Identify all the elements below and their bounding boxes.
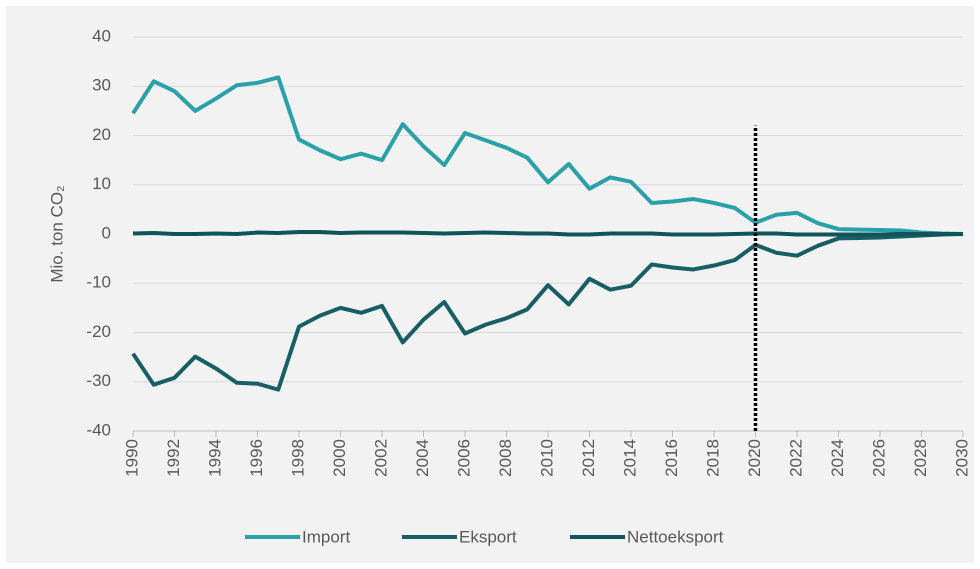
y-tick-label: 30 [92,76,111,95]
x-tick-label: 1998 [288,439,307,477]
legend-label: Nettoeksport [627,527,724,546]
x-tick-label: 2020 [745,439,764,477]
x-tick-label: 2024 [828,439,847,477]
y-tick-label: 10 [92,174,111,193]
x-tick-label: 1990 [122,439,141,477]
x-tick-label: 2016 [662,439,681,477]
x-tick-label: 2008 [496,439,515,477]
y-axis-title: Mio. ton CO₂ [47,185,66,282]
chart-background [6,6,974,563]
y-tick-label: 40 [92,26,111,45]
y-tick-label: -10 [86,273,111,292]
x-tick-label: 2010 [537,439,556,477]
legend-label: Import [302,527,350,546]
x-tick-label: 2028 [911,439,930,477]
legend-label: Eksport [459,527,517,546]
y-tick-label: -30 [86,371,111,390]
line-series [132,230,963,237]
line-series [131,75,964,236]
x-tick-label: 1994 [205,439,224,477]
x-tick-label: 2000 [330,439,349,477]
x-tick-label: 2030 [952,439,971,477]
x-tick-label: 2012 [579,439,598,477]
x-tick-label: 1996 [247,439,266,477]
x-tick-label: 2018 [703,439,722,477]
x-tick-label: 2022 [786,439,805,477]
x-tick-label: 2014 [620,439,639,477]
x-tick-label: 2002 [371,439,390,477]
x-tick-label: 1992 [164,439,183,477]
y-tick-label: -40 [86,420,111,439]
y-tick-label: 20 [92,125,111,144]
x-tick-label: 2004 [413,439,432,477]
x-tick-label: 2006 [454,439,473,477]
line-series [131,232,964,392]
y-tick-label: -20 [86,322,111,341]
y-tick-label: 0 [102,223,111,242]
x-tick-label: 2026 [869,439,888,477]
